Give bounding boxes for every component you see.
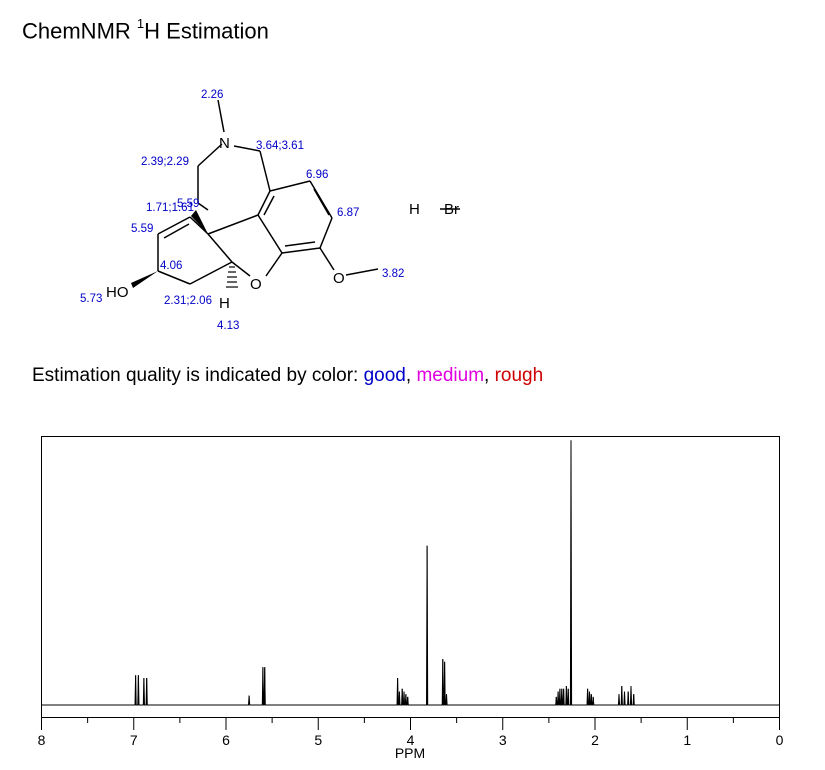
atom-ho: HO (106, 284, 129, 301)
x-tick-label: 6 (222, 732, 230, 748)
title-rest: H Estimation (144, 18, 269, 44)
atom-o-methoxy: O (333, 270, 345, 287)
x-tick-label: 3 (499, 732, 507, 748)
legend-medium: medium (416, 365, 485, 386)
x-tick-label: 7 (130, 732, 138, 748)
atom-hbr-h: H (409, 201, 420, 218)
shift-label: 5.73 (80, 293, 102, 305)
atom-hbr-br: Br (444, 201, 459, 218)
spectrum-trace (41, 440, 780, 706)
legend-separator: , (484, 365, 495, 386)
shift-label: 1.71;1.61 (146, 202, 194, 214)
shift-label: 2.39;2.29 (141, 156, 189, 168)
title-main: ChemNMR (22, 18, 137, 44)
x-tick-label: 2 (591, 732, 599, 748)
estimation-legend: Estimation quality is indicated by color… (32, 365, 543, 387)
x-tick-label: 1 (683, 732, 691, 748)
wedge-bond-ho (131, 271, 158, 288)
hashed-bond-h (226, 266, 238, 288)
legend-prefix: Estimation quality is indicated by color… (32, 365, 364, 386)
x-axis-label: PPM (395, 745, 425, 761)
atom-o-ring: O (250, 276, 262, 293)
plot-frame (41, 436, 780, 718)
shift-label: 3.64;3.61 (256, 140, 304, 152)
wedge-bond-top (191, 210, 208, 234)
shift-label: 4.13 (217, 320, 239, 332)
legend-rough: rough (494, 365, 544, 386)
x-tick-label: 4 (407, 732, 415, 748)
shift-label: 5.59 (177, 198, 199, 210)
x-tick-label: 8 (38, 732, 46, 748)
page-title: ChemNMR 1H Estimation (22, 16, 269, 44)
title-superscript: 1 (136, 16, 145, 31)
shift-label: 6.87 (337, 207, 359, 219)
legend-good: good (363, 365, 406, 386)
atom-h: H (219, 295, 230, 312)
x-tick-label: 0 (776, 732, 784, 748)
x-axis: 8 7 6 5 4 3 2 1 0 (38, 717, 784, 748)
shift-label: 6.96 (306, 169, 328, 181)
shift-label: 4.06 (160, 260, 182, 272)
shift-label: 2.26 (201, 89, 223, 101)
atom-n: N (219, 135, 230, 152)
shift-label: 2.31;2.06 (164, 295, 212, 307)
legend-separator: , (405, 365, 417, 386)
nmr-spectrum-chart: 8 7 6 5 4 3 2 1 0 PPM (38, 436, 784, 761)
x-tick-label: 5 (314, 732, 322, 748)
molecule-bonds (157, 99, 460, 285)
molecule-structure: N O O HO H H Br 2.26 3.64;3.61 2.39;2.29… (80, 89, 460, 332)
shift-label: 3.82 (382, 268, 404, 280)
shift-label: 5.59 (131, 223, 153, 235)
